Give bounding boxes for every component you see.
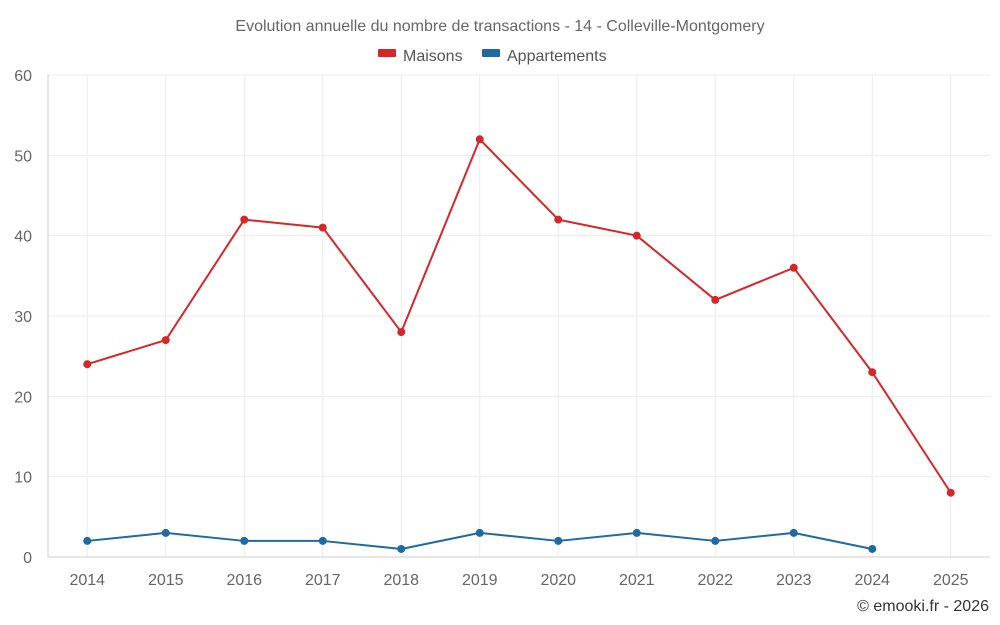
legend-swatch-appartements[interactable] [482,49,500,57]
gridlines [48,74,990,558]
x-tick-label: 2024 [854,572,890,589]
legend-swatch-maisons[interactable] [378,49,396,57]
y-axis: 0 10 20 30 40 50 60 [14,68,49,567]
data-point-maisons-2023[interactable] [789,263,798,272]
data-point-appartements-2022[interactable] [711,536,720,545]
legend-label-appartements[interactable]: Appartements [507,48,607,65]
x-tick-label: 2025 [933,572,969,589]
x-tick-label: 2023 [776,572,812,589]
x-tick-label: 2019 [462,572,498,589]
data-point-maisons-2014[interactable] [83,360,92,369]
data-point-appartements-2016[interactable] [240,536,249,545]
data-point-appartements-2024[interactable] [868,544,877,553]
data-point-appartements-2020[interactable] [554,536,563,545]
y-tick-label: 40 [14,229,32,246]
data-point-maisons-2019[interactable] [475,135,484,144]
data-point-appartements-2014[interactable] [83,536,92,545]
data-point-maisons-2018[interactable] [397,328,406,337]
x-tick-label: 2016 [226,572,262,589]
data-point-appartements-2018[interactable] [397,544,406,553]
x-tick-label: 2018 [383,572,419,589]
x-tick-label: 2015 [148,572,184,589]
data-point-maisons-2025[interactable] [946,488,955,497]
y-tick-label: 50 [14,148,32,165]
x-tick-label: 2021 [619,572,655,589]
data-point-maisons-2020[interactable] [554,215,563,224]
data-point-appartements-2021[interactable] [632,528,641,537]
x-tick-label: 2014 [69,572,105,589]
legend: Maisons Appartements [378,48,607,65]
data-point-appartements-2019[interactable] [475,528,484,537]
chart-title: Evolution annuelle du nombre de transact… [235,18,764,35]
legend-label-maisons[interactable]: Maisons [403,48,463,65]
series-line-maisons [86,138,952,494]
y-tick-label: 20 [14,389,32,406]
data-point-appartements-2017[interactable] [318,536,327,545]
series-layer [83,135,955,553]
data-point-maisons-2024[interactable] [868,368,877,377]
data-point-maisons-2022[interactable] [711,295,720,304]
data-point-appartements-2023[interactable] [789,528,798,537]
data-point-maisons-2021[interactable] [632,231,641,240]
x-tick-label: 2017 [305,572,341,589]
y-tick-label: 0 [23,550,32,567]
y-tick-label: 10 [14,470,32,487]
y-tick-label: 30 [14,309,32,326]
y-tick-label: 60 [14,68,32,85]
credit-text: © emooki.fr - 2026 [857,598,989,615]
x-tick-label: 2020 [540,572,576,589]
x-axis: 2014 2015 2016 2017 2018 2019 2020 2021 2022 2023… [48,556,990,589]
x-tick-label: 2022 [697,572,733,589]
data-point-maisons-2016[interactable] [240,215,249,224]
data-point-maisons-2015[interactable] [161,336,170,345]
data-point-appartements-2015[interactable] [161,528,170,537]
data-point-maisons-2017[interactable] [318,223,327,232]
